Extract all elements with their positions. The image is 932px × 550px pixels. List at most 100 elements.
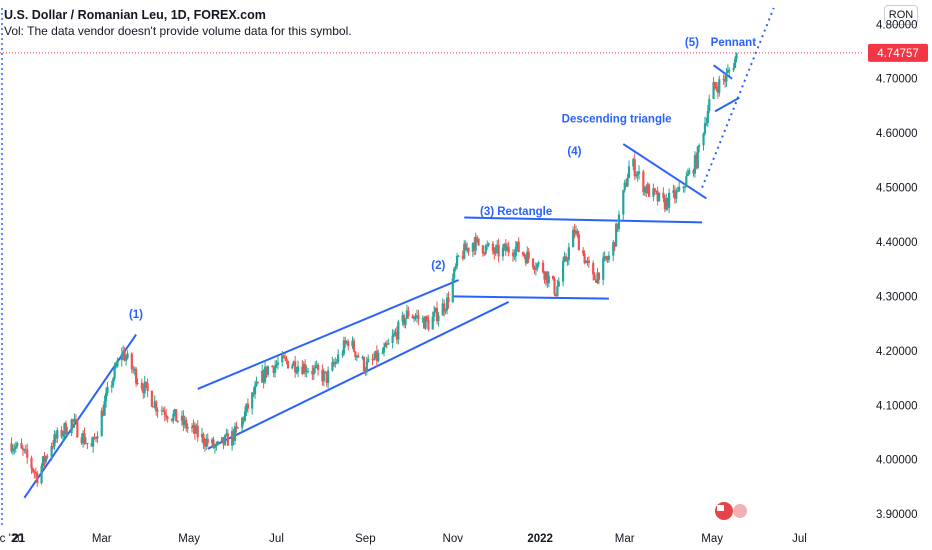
candle-body <box>658 192 661 202</box>
candle-body <box>210 439 214 444</box>
candle-body <box>272 366 275 373</box>
candle-body <box>604 256 608 260</box>
annotation-label: (2) <box>431 260 445 272</box>
candle-body <box>185 419 188 429</box>
time-tick-label: May <box>178 533 200 545</box>
currency-badge[interactable]: RON <box>884 5 918 25</box>
price-tick-label: 4.60000 <box>876 128 918 140</box>
candle-body <box>136 382 139 384</box>
candle-body <box>437 315 440 322</box>
candle-body <box>84 443 88 445</box>
candle-body <box>110 385 113 387</box>
candle-body <box>411 315 414 319</box>
price-tick-label: 4.80000 <box>876 19 918 31</box>
candle-body <box>466 247 469 251</box>
candle-body <box>196 425 199 438</box>
candle-body <box>354 351 357 357</box>
candle-body <box>215 443 218 447</box>
candle-body <box>23 449 26 451</box>
time-tick-label: 2022 <box>527 533 553 545</box>
candle-body <box>11 449 14 452</box>
candle-body <box>415 315 419 317</box>
candle-body <box>443 303 446 312</box>
candle-body <box>367 358 370 362</box>
candle-body <box>193 425 196 434</box>
candle-body <box>70 419 73 434</box>
candle-body <box>180 415 184 421</box>
candle-body <box>433 311 436 317</box>
candle-body <box>96 436 99 439</box>
candle-body <box>473 243 476 251</box>
candle-body <box>391 335 394 343</box>
candle-body <box>576 231 579 235</box>
time-tick-label: Sep <box>355 533 375 545</box>
candle-body <box>424 316 427 329</box>
candle-body <box>262 370 265 383</box>
candle-body <box>33 471 36 473</box>
candle-body <box>341 354 344 356</box>
candle-body <box>312 368 315 375</box>
candle-body <box>34 472 37 474</box>
candle-body <box>220 437 224 442</box>
candle-body <box>251 392 254 409</box>
candle-body <box>263 366 267 383</box>
candle-body <box>564 256 568 261</box>
candle-body <box>546 271 549 284</box>
price-axis[interactable]: 3.90000 4.00000 4.10000 4.20000 4.30000 4.400… <box>868 19 928 521</box>
annotation-label: Pennant <box>711 37 757 49</box>
candle-body <box>675 191 678 199</box>
candle-body <box>112 378 115 386</box>
candle-body <box>531 258 535 268</box>
candle-body <box>241 417 244 428</box>
candle-body <box>662 192 665 199</box>
time-tick-label: Nov <box>443 533 464 545</box>
candle-body <box>726 70 729 73</box>
candle-body <box>142 388 145 394</box>
candle-body <box>345 341 348 344</box>
candle-body <box>708 99 711 112</box>
candle-body <box>487 243 490 246</box>
candle-body <box>577 234 580 251</box>
candle-body <box>501 247 505 257</box>
candle-body <box>672 190 675 193</box>
candle-body <box>13 448 16 450</box>
candle-body <box>563 256 566 262</box>
candle-body <box>712 82 715 100</box>
candle-body <box>483 253 486 255</box>
candle-body <box>586 260 589 262</box>
candle-body <box>491 243 494 251</box>
candle-body <box>554 294 558 296</box>
candle-body <box>347 341 350 347</box>
candle-body <box>703 123 707 134</box>
candle-body <box>183 419 186 425</box>
candle-body <box>124 358 128 361</box>
time-tick-label: Dec '20 <box>0 533 24 545</box>
candle-body <box>43 456 46 463</box>
candle-body <box>583 253 586 264</box>
candle-body <box>90 443 93 447</box>
time-tick-label: 21 <box>12 533 25 545</box>
candle-body <box>94 437 98 439</box>
candle-body <box>497 244 500 257</box>
time-tick-label: May <box>701 533 723 545</box>
candle-body <box>606 259 609 261</box>
candle-body <box>302 364 305 374</box>
candle-body <box>455 255 459 267</box>
trend-drawings <box>23 7 775 499</box>
candle-body <box>506 246 509 252</box>
annotation-label: (1) <box>129 309 143 321</box>
pennant-upper-line <box>712 64 733 80</box>
candle-body <box>627 166 631 179</box>
candle-body <box>152 406 155 408</box>
candle-body <box>686 173 689 177</box>
candle-body <box>66 433 69 435</box>
candle-body <box>596 272 599 283</box>
candle-body <box>494 247 497 254</box>
candle-body <box>517 241 520 252</box>
candle-body <box>305 371 308 373</box>
candle-body <box>572 229 575 248</box>
candle-body <box>153 401 156 408</box>
candle-body <box>286 361 290 369</box>
